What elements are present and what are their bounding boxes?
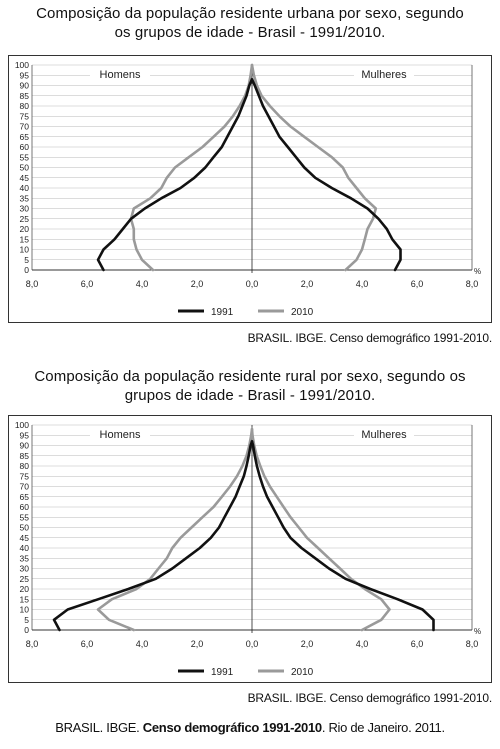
women-label: Mulheres	[361, 69, 407, 81]
series-2010-women-line	[250, 427, 391, 632]
y-tick-label: 50	[20, 523, 30, 533]
y-tick-label: 75	[20, 111, 30, 121]
urban-chart-source: BRASIL. IBGE. Censo demográfico 1991-201…	[247, 331, 493, 345]
y-tick-label: 25	[20, 574, 30, 584]
y-tick-label: 45	[20, 173, 30, 183]
footer-citation-part-2: . Rio de Janeiro. 2011.	[321, 720, 445, 735]
x-tick-label: 6,0	[411, 279, 424, 289]
x-tick-label: 4,0	[356, 279, 369, 289]
y-tick-label: 30	[20, 204, 30, 214]
y-tick-label: 35	[20, 193, 30, 203]
x-tick-label: 2,0	[191, 279, 204, 289]
urban-pyramid-chart: 0510152025303540455055606570758085909510…	[15, 60, 481, 318]
series-1991-women-line	[250, 77, 402, 272]
x-tick-label: 0,0	[246, 639, 259, 649]
urban-title-line-1: Composição da população residente urbana…	[36, 5, 464, 22]
legend-label-1991: 1991	[211, 307, 234, 318]
y-tick-label: 30	[20, 564, 30, 574]
y-tick-label: 80	[20, 101, 30, 111]
y-tick-label: 75	[20, 471, 30, 481]
y-tick-label: 90	[20, 81, 30, 91]
y-tick-label: 15	[20, 234, 30, 244]
series-2010-women-line	[250, 63, 378, 272]
y-tick-label: 55	[20, 512, 30, 522]
side-label-bg	[90, 68, 150, 81]
rural-chart-source: BRASIL. IBGE. Censo demográfico 1991-201…	[247, 691, 493, 705]
y-tick-label: 95	[20, 70, 30, 80]
y-tick-label: 5	[24, 615, 29, 625]
y-tick-label: 15	[20, 594, 30, 604]
y-tick-label: 10	[20, 605, 30, 615]
x-tick-label: 4,0	[136, 279, 149, 289]
legend-label-1991: 1991	[211, 667, 234, 678]
x-tick-label: 6,0	[411, 639, 424, 649]
x-tick-label: 6,0	[81, 639, 94, 649]
y-tick-label: 65	[20, 492, 30, 502]
y-tick-label: 5	[24, 255, 29, 265]
series-2010-men-line	[129, 63, 254, 272]
y-tick-label: 40	[20, 543, 30, 553]
legend-label-2010: 2010	[291, 667, 314, 678]
side-label-bg	[354, 68, 414, 81]
women-label: Mulheres	[361, 429, 407, 441]
y-tick-label: 70	[20, 122, 30, 132]
footer-citation-part-1: BRASIL. IBGE.	[55, 720, 143, 735]
y-tick-label: 100	[15, 60, 29, 70]
y-tick-label: 60	[20, 502, 30, 512]
urban-chart-frame	[8, 55, 492, 323]
side-label-bg	[354, 428, 414, 441]
y-tick-label: 20	[20, 584, 30, 594]
rural-chart-title: Composição da população residente rural …	[0, 367, 500, 405]
y-tick-label: 80	[20, 461, 30, 471]
rural-pyramid-chart: 0510152025303540455055606570758085909510…	[15, 420, 481, 678]
x-tick-label: 6,0	[81, 279, 94, 289]
x-tick-label: 8,0	[26, 279, 39, 289]
rural-title-line-2: grupos de idade - Brasil - 1991/2010.	[124, 387, 376, 404]
series-1991-men-line	[96, 77, 254, 272]
series-1991-women-line	[250, 440, 435, 632]
y-tick-label: 85	[20, 451, 30, 461]
y-tick-label: 55	[20, 152, 30, 162]
x-tick-label: 2,0	[191, 639, 204, 649]
series-1991-men-line	[52, 440, 254, 632]
side-label-bg	[90, 428, 150, 441]
footer-citation: BRASIL. IBGE. Censo demográfico 1991-201…	[0, 720, 500, 735]
x-tick-label: 8,0	[26, 639, 39, 649]
y-tick-label: 45	[20, 533, 30, 543]
y-tick-label: 95	[20, 430, 30, 440]
rural-title-line-1: Composição da população residente rural …	[34, 368, 466, 385]
y-tick-label: 25	[20, 214, 30, 224]
y-tick-label: 10	[20, 245, 30, 255]
urban-title-line-2: os grupos de idade - Brasil - 1991/2010.	[114, 24, 386, 41]
y-tick-label: 20	[20, 224, 30, 234]
y-tick-label: 0	[24, 265, 29, 275]
y-tick-label: 40	[20, 183, 30, 193]
y-tick-label: 50	[20, 163, 30, 173]
y-tick-label: 70	[20, 482, 30, 492]
men-label: Homens	[100, 429, 141, 441]
rural-chart-frame	[8, 415, 492, 683]
y-tick-label: 65	[20, 132, 30, 142]
y-tick-label: 100	[15, 420, 29, 430]
x-unit-label: %	[474, 627, 481, 636]
x-tick-label: 4,0	[356, 639, 369, 649]
x-tick-label: 8,0	[466, 279, 479, 289]
y-tick-label: 0	[24, 625, 29, 635]
x-tick-label: 2,0	[301, 279, 314, 289]
x-tick-label: 0,0	[246, 279, 259, 289]
x-tick-label: 4,0	[136, 639, 149, 649]
y-tick-label: 85	[20, 91, 30, 101]
x-tick-label: 2,0	[301, 639, 314, 649]
legend-label-2010: 2010	[291, 307, 314, 318]
y-tick-label: 60	[20, 142, 30, 152]
men-label: Homens	[100, 69, 141, 81]
footer-citation-title: Censo demográfico 1991-2010	[142, 720, 322, 735]
y-tick-label: 35	[20, 553, 30, 563]
x-tick-label: 8,0	[466, 639, 479, 649]
x-unit-label: %	[474, 267, 481, 276]
series-2010-men-line	[96, 427, 254, 632]
urban-chart-title: Composição da população residente urbana…	[0, 4, 500, 42]
y-tick-label: 90	[20, 441, 30, 451]
